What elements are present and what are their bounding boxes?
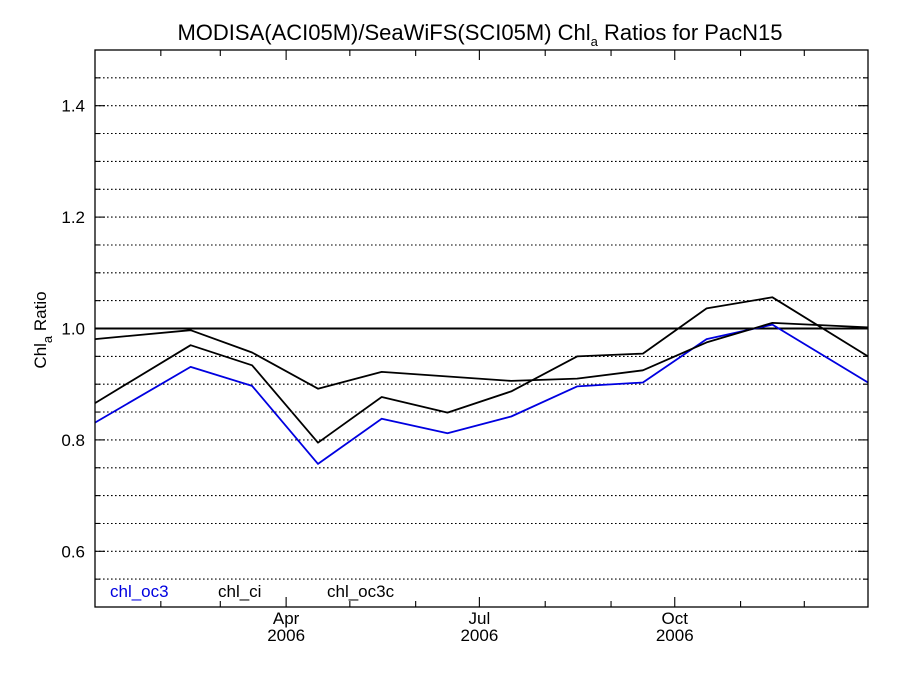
x-tick-label-month: Apr (273, 609, 300, 628)
y-tick-label: 1.0 (61, 320, 85, 339)
series-line-chl-oc3 (94, 323, 869, 465)
series-line-chl-oc3c (94, 296, 869, 444)
legend: chl_oc3 chl_ci chl_oc3c (110, 582, 395, 601)
legend-entry-chl-oc3c: chl_oc3c (327, 582, 395, 601)
y-tick-label: 0.8 (61, 431, 85, 450)
x-tick-label-year: 2006 (460, 626, 498, 645)
y-tick-label: 1.4 (61, 97, 85, 116)
x-tick-label-year: 2006 (656, 626, 694, 645)
y-axis: 0.6 0.8 1.0 1.2 1.4 (61, 77, 868, 580)
y-tick-label: 0.6 (61, 542, 85, 561)
y-tick-label: 1.2 (61, 208, 85, 227)
series-lines (94, 296, 869, 465)
series-line-chl-ci (94, 321, 869, 390)
y-axis-label: Chla Ratio (31, 291, 55, 368)
legend-entry-chl-oc3: chl_oc3 (110, 582, 169, 601)
x-tick-label-month: Oct (662, 609, 689, 628)
x-tick-label-year: 2006 (267, 626, 305, 645)
x-tick-label-month: Jul (469, 609, 491, 628)
chart-title: MODISA(ACI05M)/SeaWiFS(SCI05M) Chla Rati… (177, 20, 782, 49)
legend-entry-chl-ci: chl_ci (218, 582, 261, 601)
